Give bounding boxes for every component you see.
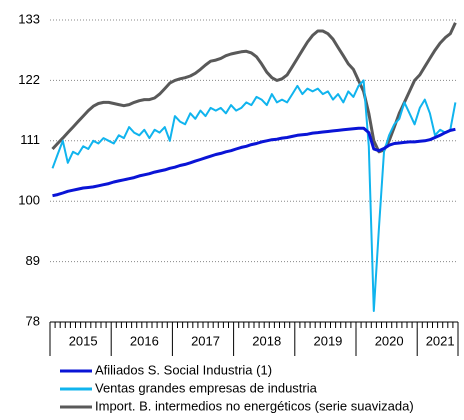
y-tick-label: 100 xyxy=(18,193,40,208)
x-tick-label: 2015 xyxy=(69,333,98,348)
x-tick-label: 2016 xyxy=(130,333,159,348)
legend-label: Ventas grandes empresas de industria xyxy=(95,380,318,395)
y-tick-label: 89 xyxy=(26,253,40,268)
x-tick-label: 2020 xyxy=(375,333,404,348)
x-tick-label: 2019 xyxy=(313,333,342,348)
x-tick-label: 2018 xyxy=(252,333,281,348)
series-line xyxy=(51,79,457,312)
y-tick-label: 133 xyxy=(18,11,40,26)
legend-label: Import. B. intermedios no energéticos (s… xyxy=(95,398,414,413)
series-line xyxy=(51,22,457,154)
y-tick-label: 111 xyxy=(20,132,40,147)
y-tick-label: 78 xyxy=(26,313,40,328)
legend-label: Afiliados S. Social Industria (1) xyxy=(95,362,272,377)
series-line xyxy=(52,126,456,198)
x-tick-label: 2017 xyxy=(191,333,220,348)
x-tick-label: 2021 xyxy=(426,333,455,348)
y-tick-label: 122 xyxy=(18,72,40,87)
